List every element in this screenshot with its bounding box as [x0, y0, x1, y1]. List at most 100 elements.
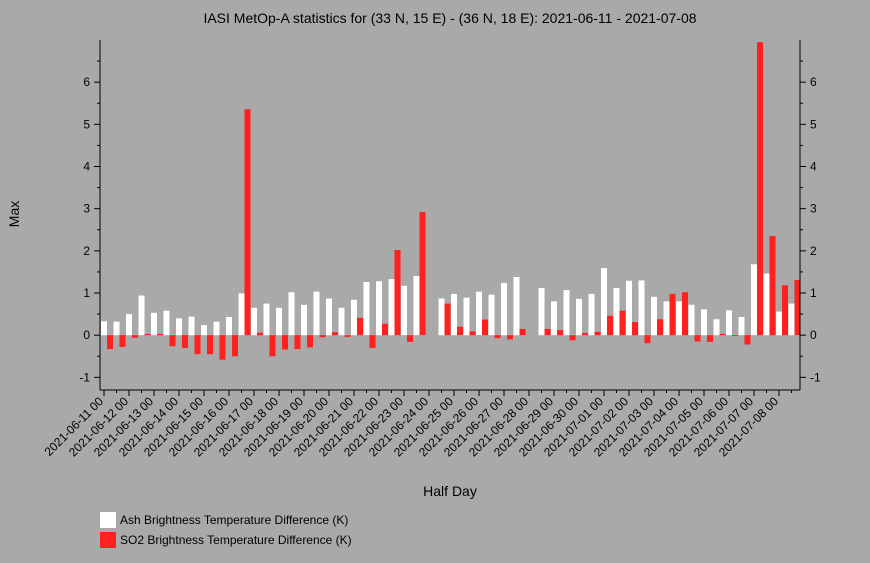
bar-ash-55: [788, 303, 795, 336]
legend-label-so2: SO2 Brightness Temperature Difference (K…: [120, 533, 352, 547]
bar-so2-31: [494, 335, 501, 339]
bar-so2-47: [694, 335, 701, 342]
bar-ash-11: [238, 293, 245, 336]
y-tick-label-left: 0: [83, 328, 90, 342]
bar-ash-44: [651, 296, 657, 336]
bar-so2-2: [132, 335, 138, 338]
bars-group: [101, 42, 801, 360]
bar-ash-52: [751, 264, 757, 336]
bar-ash-45: [663, 301, 670, 336]
legend-item-ash: Ash Brightness Temperature Difference (K…: [100, 512, 348, 528]
bar-so2-0: [107, 335, 113, 350]
bar-so2-20: [357, 317, 363, 336]
bar-ash-4: [151, 312, 157, 336]
bar-so2-25: [419, 212, 426, 336]
bar-ash-51: [738, 317, 745, 336]
y-tick-label-left: 5: [83, 117, 90, 131]
bar-ash-1: [113, 321, 120, 336]
bar-ash-30: [476, 291, 482, 336]
y-tick-label-left: 3: [83, 202, 90, 216]
bar-so2-14: [282, 335, 288, 350]
bar-so2-11: [244, 109, 251, 336]
legend-item-so2: SO2 Brightness Temperature Difference (K…: [100, 532, 352, 548]
bar-ash-8: [201, 325, 207, 336]
bar-so2-12: [257, 332, 263, 336]
y-tick-label-right: 2: [810, 244, 817, 258]
bar-ash-37: [563, 290, 570, 336]
bar-ash-21: [363, 282, 370, 336]
bar-ash-36: [551, 301, 557, 336]
bar-so2-13: [269, 335, 276, 357]
y-tick-label-left: 1: [83, 286, 90, 300]
bar-ash-48: [701, 309, 707, 336]
bar-ash-43: [638, 280, 645, 336]
bar-ash-50: [726, 310, 732, 336]
bar-ash-12: [251, 307, 257, 336]
bar-so2-29: [469, 331, 476, 336]
bar-ash-7: [188, 316, 195, 336]
bar-so2-5: [169, 335, 176, 347]
bar-so2-27: [444, 303, 451, 336]
y-tick-label-right: 1: [810, 286, 817, 300]
bar-ash-29: [463, 297, 470, 336]
bar-ash-27: [438, 298, 445, 336]
bar-ash-25: [413, 276, 420, 336]
bar-ash-2: [126, 314, 132, 336]
bar-so2-15: [294, 335, 301, 350]
bar-ash-19: [338, 307, 345, 336]
bar-so2-46: [682, 292, 688, 336]
bar-ash-16: [301, 304, 307, 336]
bar-so2-9: [219, 335, 226, 360]
bar-ash-13: [263, 303, 270, 336]
bar-so2-35: [544, 328, 551, 336]
bar-ash-18: [326, 298, 332, 336]
bar-ash-38: [576, 298, 582, 336]
y-axis-label: Max: [6, 201, 22, 227]
bar-so2-7: [194, 335, 201, 355]
bar-so2-28: [457, 326, 463, 336]
bar-ash-15: [288, 292, 295, 336]
bar-ash-23: [388, 279, 395, 336]
bar-so2-21: [369, 335, 376, 348]
bar-so2-18: [332, 332, 338, 336]
x-axis-label: Half Day: [423, 483, 477, 499]
bar-so2-8: [207, 335, 213, 355]
bar-so2-6: [182, 335, 188, 348]
bar-so2-33: [519, 328, 526, 336]
bar-so2-40: [607, 315, 613, 336]
bar-so2-53: [769, 236, 776, 336]
bar-so2-16: [307, 335, 313, 348]
chart-title: IASI MetOp-A statistics for (33 N, 15 E)…: [203, 10, 696, 26]
bar-ash-46: [676, 301, 682, 336]
bar-ash-0: [101, 321, 107, 336]
bar-ash-24: [401, 285, 407, 336]
bar-so2-45: [669, 293, 676, 336]
y-tick-label-right: 0: [810, 328, 817, 342]
bar-so2-50: [732, 335, 738, 336]
bar-so2-55: [794, 279, 801, 336]
bar-so2-36: [557, 330, 563, 336]
bar-ash-3: [138, 295, 145, 336]
bar-so2-44: [657, 319, 663, 336]
bar-so2-32: [507, 335, 513, 340]
bar-so2-22: [382, 323, 388, 336]
y-tick-label-left: 2: [83, 244, 90, 258]
bar-ash-35: [538, 288, 545, 336]
bar-so2-19: [344, 335, 351, 337]
bar-ash-54: [776, 311, 782, 336]
bar-so2-43: [644, 335, 651, 344]
bar-so2-1: [119, 335, 126, 347]
y-tick-label-right: 5: [810, 117, 817, 131]
bar-so2-41: [619, 310, 626, 336]
bar-so2-39: [594, 331, 601, 336]
bar-so2-42: [632, 322, 638, 336]
y-tick-label-right: 3: [810, 202, 817, 216]
bar-so2-30: [482, 319, 488, 336]
bar-ash-9: [213, 321, 220, 336]
bar-ash-14: [276, 307, 282, 336]
bar-ash-22: [376, 281, 382, 336]
bar-so2-49: [719, 333, 726, 336]
bar-ash-28: [451, 293, 457, 336]
